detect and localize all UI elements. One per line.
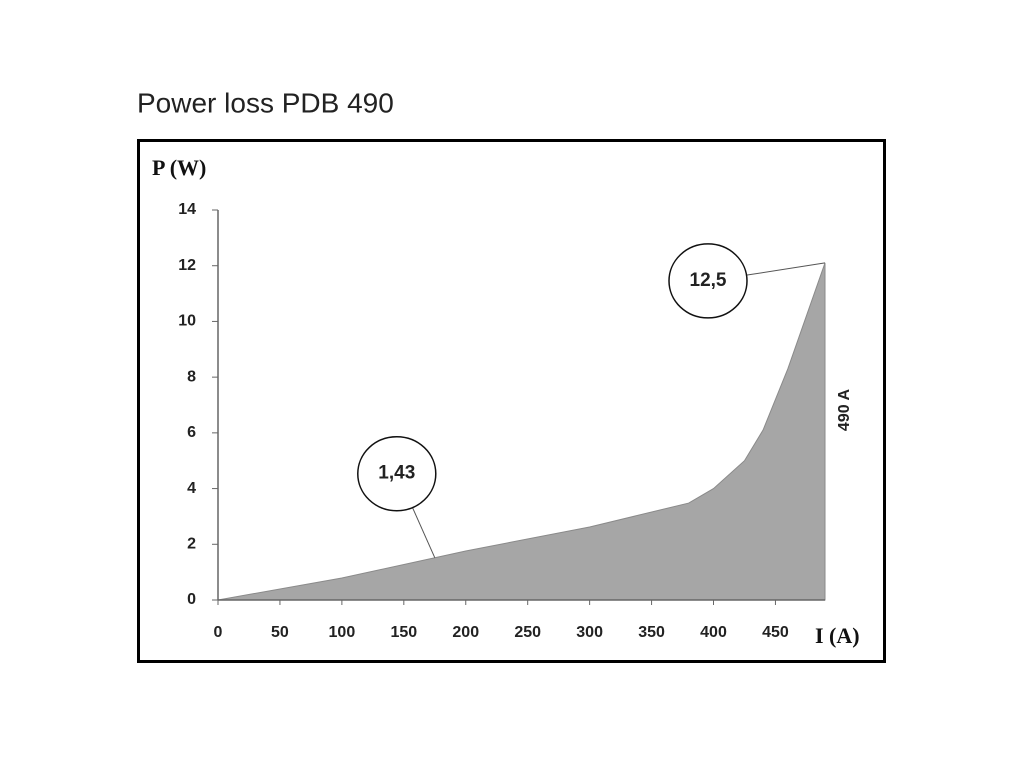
x-tick-label: 300 [576, 624, 603, 641]
x-tick-label: 50 [271, 624, 289, 641]
x-tick-label: 450 [762, 624, 789, 641]
y-tick-label: 2 [187, 536, 196, 553]
chart-title: Power loss PDB 490 [137, 87, 394, 118]
y-tick-label: 0 [187, 591, 196, 608]
x-axis-label: I (A) [815, 623, 860, 648]
area [217, 262, 826, 601]
y-tick-label: 12 [178, 257, 196, 274]
y-tick-label: 14 [178, 201, 196, 218]
y-tick-label: 10 [178, 313, 196, 330]
frame [137, 139, 886, 663]
annotation-circle [357, 435, 437, 512]
y-tick-label: 8 [187, 368, 196, 385]
x-tick-label: 100 [329, 624, 356, 641]
annotation-text: 12,5 [690, 270, 727, 291]
annotation-text: 1,43 [378, 463, 415, 484]
annotation-leader [745, 262, 826, 276]
annotation-circle [668, 243, 748, 319]
end-label: 490 A [836, 389, 853, 432]
y-tick-label: 4 [187, 480, 196, 497]
x-tick-label: 200 [452, 624, 479, 641]
annotation-leader [411, 507, 436, 558]
x-tick-label: 0 [214, 624, 223, 641]
x-tick-label: 350 [638, 624, 665, 641]
y-axis-label: P (W) [152, 155, 206, 180]
x-tick-label: 400 [700, 624, 727, 641]
x-tick-label: 150 [390, 624, 417, 641]
y-tick-label: 6 [187, 424, 196, 441]
x-tick-label: 250 [514, 624, 541, 641]
